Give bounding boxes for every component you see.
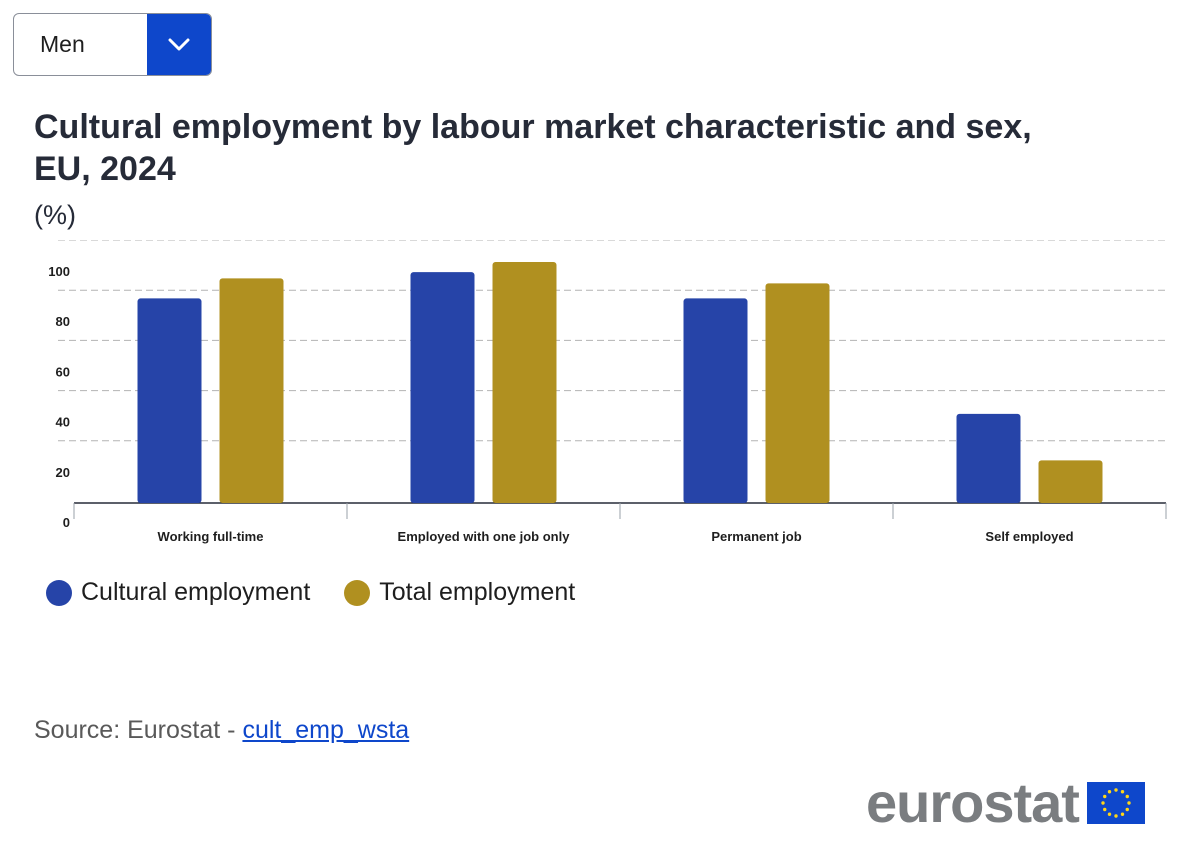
x-category-label: Permanent job [711, 529, 801, 544]
flag-star [1107, 790, 1112, 794]
flag-star [1125, 807, 1129, 812]
chevron-down-icon [168, 38, 190, 50]
logo-wordmark: eurostat [866, 771, 1080, 834]
y-tick-label: 20 [56, 465, 70, 480]
flag-star [1102, 807, 1107, 812]
y-tick-label: 60 [56, 364, 70, 379]
flag-star [1102, 794, 1107, 799]
chart-title: Cultural employment by labour market cha… [34, 108, 1032, 188]
x-category-label: Working full-time [158, 529, 264, 544]
bar-total[interactable] [1038, 460, 1103, 503]
bar-total[interactable] [219, 278, 284, 503]
dropdown-toggle-button[interactable] [147, 14, 211, 75]
flag-star [1114, 814, 1118, 818]
bar-total[interactable] [492, 262, 557, 503]
flag-star [1101, 801, 1105, 805]
source-prefix: Source: Eurostat - [34, 716, 243, 744]
dropdown-selected-value: Men [40, 31, 85, 57]
bar-cultural[interactable] [683, 298, 748, 503]
bar-chart: 0 20 40 60 80 100 Working full-time Employed wi… [48, 240, 1167, 544]
legend-swatch-total [344, 579, 371, 606]
flag-star [1107, 812, 1112, 816]
source-note: Source: Eurostat - cult_emp_wsta [34, 716, 409, 745]
y-tick-label: 100 [48, 264, 70, 279]
x-category-label: Employed with one job only [398, 529, 571, 544]
x-category-label: Self employed [985, 529, 1073, 544]
bar-total[interactable] [765, 283, 830, 503]
legend-label-cultural: Cultural employment [81, 578, 311, 606]
flag-star [1127, 801, 1131, 805]
bar-cultural[interactable] [410, 272, 475, 503]
flag-star [1120, 790, 1125, 794]
legend-swatch-cultural [46, 579, 72, 606]
flag-star [1114, 788, 1118, 792]
eurostat-logo: eurostat [866, 775, 1145, 831]
flag-star [1120, 812, 1125, 816]
bar-cultural[interactable] [137, 298, 202, 503]
chart-legend: Cultural employment Total employment [46, 578, 609, 607]
source-dataset-link[interactable]: cult_emp_wsta [242, 716, 410, 744]
legend-label-total: Total employment [379, 578, 576, 606]
legend-item-cultural[interactable]: Cultural employment [46, 578, 310, 607]
legend-item-total[interactable]: Total employment [344, 578, 575, 607]
y-tick-label: 40 [56, 415, 70, 430]
flag-star [1125, 794, 1129, 799]
y-tick-label: 80 [56, 314, 70, 329]
chart-unit: (%) [34, 200, 76, 230]
eu-flag-icon [1086, 782, 1145, 824]
bar-cultural[interactable] [956, 413, 1021, 503]
y-tick-label: 0 [63, 515, 70, 530]
sex-filter-dropdown[interactable]: Men [13, 13, 212, 76]
